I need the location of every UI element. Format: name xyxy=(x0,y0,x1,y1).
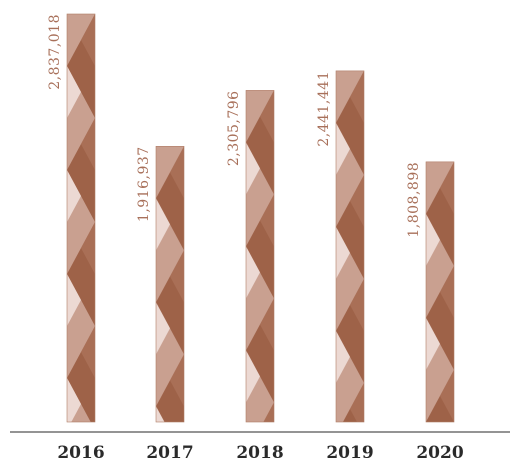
bars-group xyxy=(66,13,455,423)
category-labels: 2016 2017 2018 2019 2020 xyxy=(57,443,463,463)
value-label-2018: 2,305,796 xyxy=(226,90,242,166)
bar-2020 xyxy=(425,161,455,423)
category-label-2016: 2016 xyxy=(57,443,104,463)
category-label-2017: 2017 xyxy=(146,443,193,463)
value-label-2020: 1,808,898 xyxy=(406,162,422,238)
bar-2016 xyxy=(66,13,96,423)
value-label-2016: 2,837,018 xyxy=(47,14,63,90)
bar-2017 xyxy=(155,146,185,423)
category-label-2018: 2018 xyxy=(236,443,283,463)
value-label-2019: 2,441,441 xyxy=(316,71,332,147)
value-label-2017: 1,916,937 xyxy=(136,146,152,222)
bar-2019 xyxy=(335,70,365,423)
category-label-2019: 2019 xyxy=(326,443,373,463)
category-label-2020: 2020 xyxy=(416,443,463,463)
value-labels: 2,837,018 1,916,937 2,305,796 2,441,441 1,80… xyxy=(47,14,422,238)
bar-2018 xyxy=(245,90,275,423)
